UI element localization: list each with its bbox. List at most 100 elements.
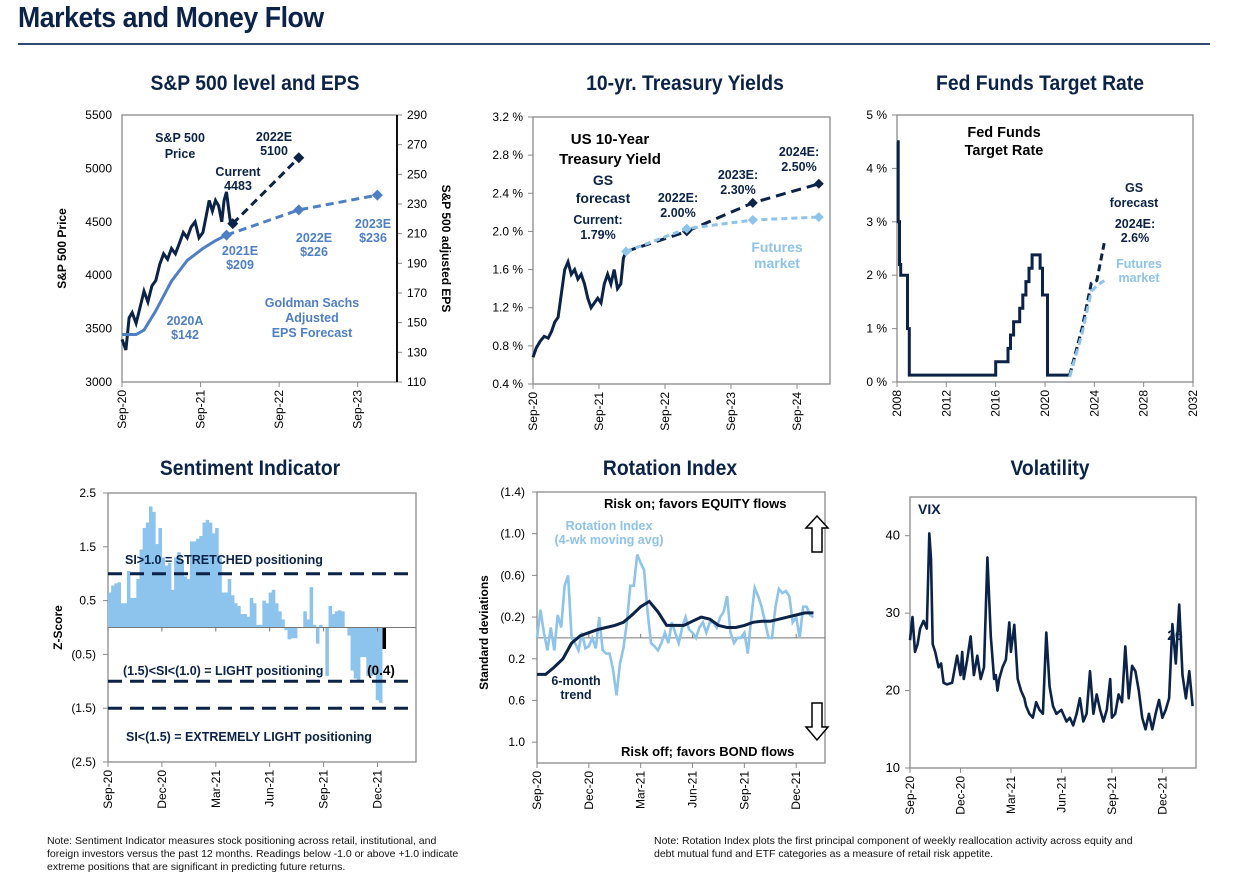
bar: [312, 624, 317, 628]
annotation-series-name: Treasury Yield: [559, 151, 661, 168]
y2-tick-label: 110: [407, 375, 426, 389]
x-tick-label: 2020: [1038, 390, 1052, 417]
bar: [136, 579, 140, 628]
x-tick-label: Sep-21: [1105, 776, 1119, 815]
annotation-6-month-trend: 6-month: [551, 674, 600, 688]
bar: [334, 611, 339, 628]
annotation-eps-2020a: 2020A: [167, 314, 204, 328]
y2-tick-label: 130: [407, 345, 427, 359]
annotation-sp500-price: Price: [165, 147, 196, 161]
bar: [199, 536, 203, 628]
y2-tick-label: 190: [407, 256, 427, 270]
x-tick-label: Mar-21: [209, 770, 223, 808]
annotation-current: Current:: [573, 213, 622, 227]
bar: [114, 583, 118, 628]
annotation-stretched: SI>1.0 = STRETCHED positioning: [125, 553, 323, 567]
bar: [108, 592, 112, 628]
bar: [215, 527, 219, 628]
bar: [189, 541, 194, 628]
bar: [130, 597, 134, 628]
down-arrow-icon: [804, 702, 830, 742]
annotation-2022e: 2.00%: [660, 206, 695, 220]
chart-title-sp500: S&P 500 level and EPS: [150, 72, 360, 95]
x-tick-label: Dec-21: [371, 770, 385, 809]
annotation-gs-forecast: forecast: [1110, 196, 1159, 210]
y-tick-label: 1.5: [79, 540, 96, 554]
annotation-current-vix: 26: [1167, 627, 1183, 643]
data-point-marker: [371, 189, 383, 201]
bar: [224, 592, 229, 628]
series-line: [537, 599, 814, 676]
annotation-2024e: 2.50%: [781, 160, 816, 174]
bar: [363, 627, 367, 658]
y-axis-label: Z-Score: [51, 605, 65, 650]
bar: [360, 627, 364, 658]
annotation-futures-market: market: [754, 255, 800, 271]
annotation-eps-2023e: $236: [359, 231, 387, 245]
bar: [126, 571, 131, 628]
bar: [249, 597, 254, 628]
y-tick-label: (1.5): [71, 701, 96, 715]
series-line: [535, 554, 815, 696]
bar: [193, 541, 197, 628]
bar: [246, 616, 251, 628]
bar: [353, 627, 358, 679]
y-tick-label: (2.5): [71, 755, 96, 769]
bar: [174, 557, 178, 628]
y2-tick-label: 270: [407, 138, 427, 152]
y-tick-label: 5500: [85, 108, 112, 122]
y-tick-label: 5000: [85, 161, 112, 175]
data-point-marker: [681, 223, 692, 234]
bar: [211, 533, 216, 628]
data-point-marker: [747, 197, 758, 208]
up-arrow-icon: [804, 514, 830, 553]
y-tick-label: 0 %: [866, 375, 887, 389]
y-axis-label: S&P 500 Price: [55, 208, 69, 289]
annotation-current: 1.79%: [580, 228, 615, 242]
bar: [133, 597, 137, 628]
annotation-risk-off: Risk off; favors BOND flows: [621, 744, 794, 759]
bar: [161, 557, 166, 628]
annotation-2022e: 2022E:: [658, 191, 698, 205]
x-tick-label: Sep-22: [658, 392, 672, 431]
bar: [158, 527, 162, 628]
y-tick-label: 2.5: [79, 486, 96, 500]
title-divider: [18, 43, 1210, 45]
bar: [303, 611, 307, 628]
bar: [366, 627, 370, 676]
note-line: extreme positions that are significant i…: [47, 861, 346, 873]
note-line: debt mutual fund and ETF categories as a…: [654, 848, 994, 860]
bar: [240, 614, 244, 628]
annotation-extremely-light: SI<(1.5) = EXTREMELY LIGHT positioning: [126, 730, 372, 744]
data-point-marker: [227, 218, 239, 230]
y-tick-label: 40: [886, 528, 900, 543]
x-tick-label: 2024: [1087, 390, 1101, 417]
y-tick-label: 4 %: [866, 161, 887, 175]
annotation-futures-market: Futures: [751, 239, 803, 255]
bar: [171, 589, 175, 628]
bar: [252, 603, 257, 628]
y-tick-label: 3000: [85, 375, 112, 389]
chart-title-fedfunds: Fed Funds Target Rate: [936, 72, 1144, 95]
bar: [142, 527, 147, 628]
bar: [221, 592, 225, 628]
bar: [196, 538, 200, 628]
x-tick-label: Jun-21: [1054, 776, 1068, 813]
y-tick-label: 0.6: [508, 693, 525, 707]
annotation-eps-2021e: $209: [226, 258, 254, 272]
note-line: foreign investors versus the past 12 mon…: [47, 848, 459, 860]
note-rotation: Note: Rotation Index plots the first pri…: [654, 835, 1224, 861]
bar: [234, 603, 238, 628]
y-tick-label: (1.0): [500, 527, 525, 541]
x-tick-label: Sep-21: [737, 771, 751, 810]
current-value-bar: [382, 627, 387, 650]
y-tick-label: 10: [886, 760, 900, 775]
series-line: [1068, 242, 1106, 376]
annotation-2024e: 2024E:: [1115, 217, 1155, 231]
series-line: [625, 182, 820, 253]
bar: [284, 627, 288, 631]
bar: [274, 603, 279, 628]
bar: [230, 595, 235, 628]
bar: [120, 603, 125, 628]
